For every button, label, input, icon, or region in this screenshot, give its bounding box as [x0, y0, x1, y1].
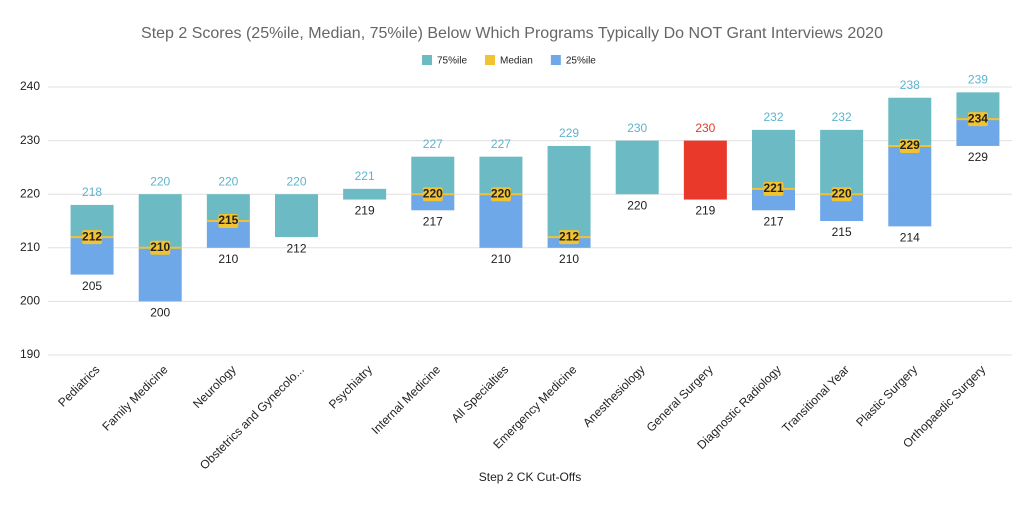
- x-tick-label: Internal Medicine: [369, 362, 444, 437]
- bar-upper: [138, 194, 182, 248]
- bar-upper: [615, 140, 659, 195]
- value-label-75: 232: [763, 110, 783, 124]
- x-axis-title: Step 2 CK Cut-Offs: [479, 470, 582, 484]
- bar-upper: [343, 188, 387, 200]
- y-tick-label: 210: [20, 240, 40, 254]
- x-tick-label: All Specialties: [449, 362, 512, 425]
- value-label-25: 215: [832, 225, 852, 239]
- value-label-median: 229: [900, 138, 920, 152]
- x-tick-label: Psychiatry: [326, 362, 375, 411]
- chart-title: Step 2 Scores (25%ile, Median, 75%ile) B…: [141, 25, 883, 42]
- median-label-bg: [899, 138, 920, 153]
- y-tick-label: 230: [20, 133, 40, 147]
- median-label-bg: [831, 187, 852, 202]
- median-label-bg: [559, 230, 580, 245]
- median-label-bg: [763, 181, 784, 196]
- value-label-median: 220: [423, 186, 443, 200]
- bar-upper: [752, 129, 795, 189]
- value-label-25: 200: [150, 306, 170, 320]
- bar-upper: [888, 97, 932, 146]
- value-label-25: 217: [423, 214, 443, 228]
- value-label-median: 221: [763, 181, 783, 195]
- value-label-75: 230: [695, 121, 715, 135]
- bar-lower: [411, 194, 455, 211]
- y-tick-label: 190: [20, 347, 40, 361]
- x-tick-label: Family Medicine: [99, 362, 170, 433]
- value-label-75: 221: [355, 169, 375, 183]
- median-label-bg: [82, 230, 103, 245]
- median-label-bg: [490, 187, 511, 202]
- value-label-25: 212: [286, 241, 306, 255]
- bar-upper: [683, 140, 727, 200]
- value-label-25: 210: [491, 252, 511, 266]
- value-label-25: 229: [968, 150, 988, 164]
- bar-upper: [275, 194, 318, 238]
- x-tick-label: General Surgery: [644, 362, 716, 434]
- value-label-median: 212: [82, 229, 102, 243]
- y-tick-label: 200: [20, 294, 40, 308]
- value-label-median: 210: [150, 240, 170, 254]
- value-label-25: 217: [763, 214, 783, 228]
- x-tick-label: Plastic Surgery: [853, 362, 920, 429]
- value-label-75: 232: [832, 110, 852, 124]
- bar-upper: [820, 129, 864, 195]
- value-label-median: 234: [968, 111, 988, 125]
- legend-label: 25%ile: [566, 56, 596, 67]
- value-label-75: 220: [150, 174, 170, 188]
- value-label-25: 205: [82, 279, 102, 293]
- legend-label: Median: [500, 56, 533, 67]
- bar-lower: [888, 145, 932, 227]
- value-label-25: 220: [627, 198, 647, 212]
- value-label-median: 220: [491, 186, 511, 200]
- value-label-75: 227: [423, 137, 443, 151]
- bar-upper: [547, 145, 591, 238]
- value-label-25: 219: [355, 204, 375, 218]
- value-label-75: 239: [968, 73, 988, 87]
- value-label-75: 218: [82, 185, 102, 199]
- value-label-25: 210: [218, 252, 238, 266]
- value-label-75: 229: [559, 126, 579, 140]
- median-label-bg: [218, 214, 239, 228]
- bar-lower: [138, 247, 182, 302]
- value-label-median: 220: [832, 186, 852, 200]
- value-label-25: 210: [559, 252, 579, 266]
- x-tick-label: Neurology: [190, 362, 239, 411]
- value-label-median: 215: [218, 213, 238, 227]
- value-label-75: 220: [218, 174, 238, 188]
- value-label-25: 219: [695, 204, 715, 218]
- y-tick-label: 240: [20, 79, 40, 93]
- x-tick-label: Pediatrics: [55, 362, 102, 409]
- median-label-bg: [422, 187, 443, 202]
- legend-swatch: [550, 55, 561, 65]
- y-tick-label: 220: [20, 186, 40, 200]
- value-label-median: 212: [559, 229, 579, 243]
- value-label-75: 220: [286, 174, 306, 188]
- x-tick-label: Transitional Year: [779, 362, 852, 435]
- median-label-bg: [150, 240, 171, 255]
- legend-swatch: [422, 55, 432, 65]
- bar-lower: [752, 188, 795, 211]
- median-label-bg: [967, 112, 988, 127]
- value-label-75: 230: [627, 121, 647, 135]
- value-label-75: 227: [491, 137, 511, 151]
- value-label-25: 214: [900, 231, 920, 245]
- x-tick-label: Anesthesiology: [580, 362, 647, 429]
- legend-label: 75%ile: [437, 56, 467, 67]
- legend-swatch: [485, 55, 496, 65]
- value-label-75: 238: [900, 78, 920, 92]
- bar-lower: [479, 194, 523, 248]
